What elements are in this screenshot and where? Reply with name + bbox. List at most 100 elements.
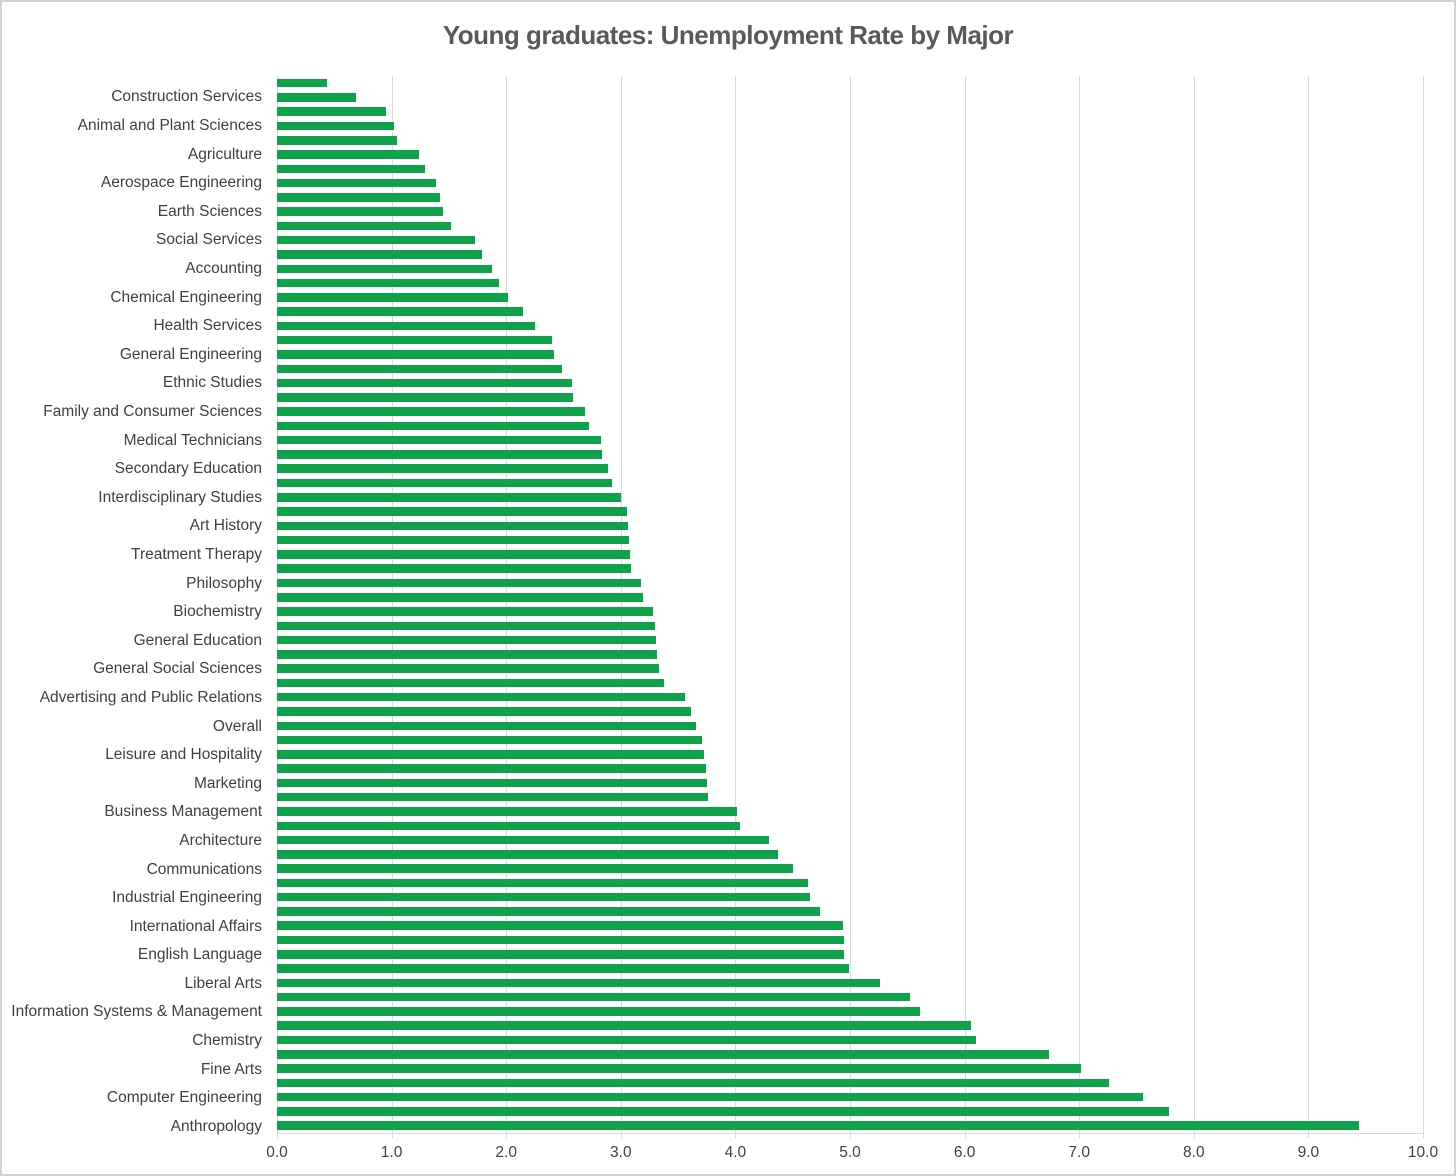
gridline	[506, 76, 508, 1138]
bar-row	[277, 276, 1423, 290]
bar-row	[277, 633, 1423, 647]
bar	[277, 378, 572, 388]
category-label: Aerospace Engineering	[100, 174, 262, 192]
bar	[277, 321, 535, 331]
bar-row	[277, 219, 1423, 233]
x-axis-tick-label: 6.0	[953, 1144, 976, 1161]
bar	[277, 335, 553, 345]
bar	[277, 935, 845, 945]
bar	[277, 921, 844, 930]
bar	[277, 121, 394, 131]
bar-row	[277, 762, 1423, 776]
category-label: Advertising and Public Relations	[39, 688, 262, 706]
bar	[277, 692, 685, 702]
bar	[277, 207, 444, 216]
bar	[277, 521, 628, 531]
category-label: Agriculture	[187, 145, 262, 163]
bar	[277, 992, 910, 1002]
bar	[277, 1050, 1050, 1059]
x-axis-tick-label: 1.0	[380, 1144, 403, 1161]
category-label: Philosophy	[186, 574, 262, 592]
category-label: Anthropology	[170, 1117, 262, 1135]
bar-row	[277, 933, 1423, 947]
category-label: Health Services	[153, 317, 262, 335]
bar-row	[277, 419, 1423, 433]
category-label: Marketing	[193, 774, 262, 792]
bar-row	[277, 990, 1423, 1004]
bar	[277, 821, 740, 831]
bar	[277, 664, 659, 673]
bars-layer	[277, 76, 1423, 1133]
category-label: Accounting	[185, 260, 262, 277]
category-label: General Engineering	[119, 345, 262, 363]
category-label: English Language	[137, 946, 262, 964]
category-label: Liberal Arts	[184, 974, 262, 992]
bar-row	[277, 647, 1423, 661]
bar-row	[277, 1004, 1423, 1018]
bar-row	[277, 504, 1423, 518]
bar	[277, 607, 653, 616]
bar	[277, 421, 589, 431]
bar-row	[277, 190, 1423, 204]
x-axis-tick-label: 3.0	[610, 1144, 632, 1161]
bar-row	[277, 976, 1423, 990]
gridline	[735, 76, 737, 1138]
category-label: International Affairs	[129, 917, 262, 935]
bar	[277, 193, 440, 202]
bar-row	[277, 376, 1423, 390]
bar-row	[277, 604, 1423, 618]
bar	[277, 578, 642, 588]
bar-row	[277, 961, 1423, 975]
category-label: General Education	[133, 631, 262, 649]
bar-row	[277, 662, 1423, 676]
bar-row	[277, 290, 1423, 304]
bar	[277, 235, 476, 245]
bar-row	[277, 861, 1423, 875]
bar-row	[277, 133, 1423, 147]
bar-row	[277, 1119, 1423, 1133]
gridline	[850, 76, 851, 1138]
bar	[277, 593, 643, 602]
bar	[277, 107, 386, 116]
bar	[277, 136, 398, 145]
bar	[277, 478, 612, 488]
bar	[277, 878, 808, 888]
bar-row	[277, 333, 1423, 347]
bar	[277, 307, 524, 316]
bar	[277, 250, 483, 259]
bar	[277, 1092, 1144, 1102]
category-label: Ethnic Studies	[162, 374, 262, 392]
bar	[277, 650, 658, 659]
bar-row	[277, 262, 1423, 276]
bar	[277, 93, 357, 102]
x-axis-tick-label: 9.0	[1297, 1144, 1320, 1161]
bar-row	[277, 776, 1423, 790]
bar-row	[277, 362, 1423, 376]
category-label: Art History	[189, 517, 262, 535]
bar	[277, 164, 425, 174]
bar	[277, 635, 657, 645]
bar-row	[277, 790, 1423, 804]
bar-row	[277, 1033, 1423, 1047]
x-axis-tick-label: 5.0	[839, 1144, 861, 1161]
bar-row	[277, 404, 1423, 418]
bar-row	[277, 847, 1423, 861]
gridline	[964, 76, 966, 1138]
gridline	[1308, 76, 1310, 1138]
x-axis-tick-label: 10.0	[1407, 1144, 1439, 1161]
bar	[277, 892, 810, 902]
bar-row	[277, 390, 1423, 404]
category-label: Chemistry	[192, 1032, 262, 1050]
bar-row	[277, 76, 1423, 90]
category-label: Medical Technicians	[123, 431, 262, 449]
category-label: Industrial Engineering	[112, 889, 262, 907]
bar-row	[277, 719, 1423, 733]
bar-row	[277, 519, 1423, 533]
category-label: Leisure and Hospitality	[105, 746, 262, 764]
bar-row	[277, 233, 1423, 247]
bar-row	[277, 676, 1423, 690]
category-label: Information Systems & Management	[11, 1003, 262, 1021]
bar-row	[277, 576, 1423, 590]
bar-row	[277, 147, 1423, 161]
